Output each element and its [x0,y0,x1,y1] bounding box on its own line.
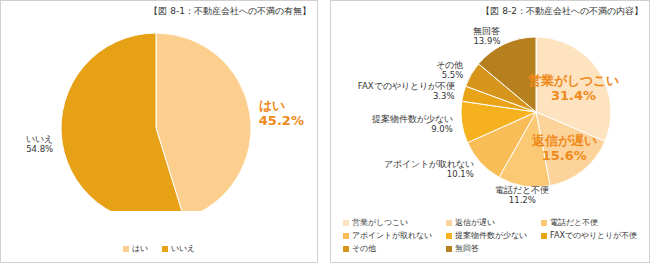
svg-text:無回答13.9%: 無回答13.9% [473,26,500,46]
html-text:提案物件数が少ない: 提案物件数が少ない [455,231,528,240]
html-text:【図 8-1：不動産会社への不満の有無】: 【図 8-1：不動産会社への不満の有無】 [149,6,311,16]
html-text:返信が遅い: 返信が遅い [455,218,496,227]
svg-text:電話だと不便11.2%: 電話だと不便11.2% [495,185,549,205]
html-text:無回答: 無回答 [455,244,480,253]
html-text:その他: その他 [352,244,377,253]
svg-text:いいえ54.8%: いいえ54.8% [26,134,53,154]
svg-text:アポイントが取れない10.1%: アポイントが取れない10.1% [384,159,474,179]
html-text:FAXでのやりとりが不便: FAXでのやりとりが不便 [550,231,637,240]
svg-text:営業がしつこい31.4%: 営業がしつこい31.4% [528,72,619,102]
svg-text:FAXでのやりとりが不便3.3%: FAXでのやりとりが不便3.3% [358,81,455,101]
svg-text:はい45.2%: はい45.2% [259,97,304,127]
html-text:電話だと不便: 電話だと不便 [550,218,599,227]
svg-text:提案物件数が少ない9.0%: 提案物件数が少ない9.0% [372,114,453,134]
svg-text:その他5.5%: その他5.5% [436,60,463,80]
html-text:いいえ: いいえ [171,244,195,253]
html-text:営業がしつこい: 営業がしつこい [352,218,409,227]
html-text:アポイントが取れない: アポイントが取れない [352,231,433,240]
svg-text:返信が遅い15.6%: 返信が遅い15.6% [531,132,597,162]
html-text:【図 8-2：不動産会社への不満の内容】: 【図 8-2：不動産会社への不満の内容】 [481,6,643,16]
html-text:はい: はい [132,244,148,253]
